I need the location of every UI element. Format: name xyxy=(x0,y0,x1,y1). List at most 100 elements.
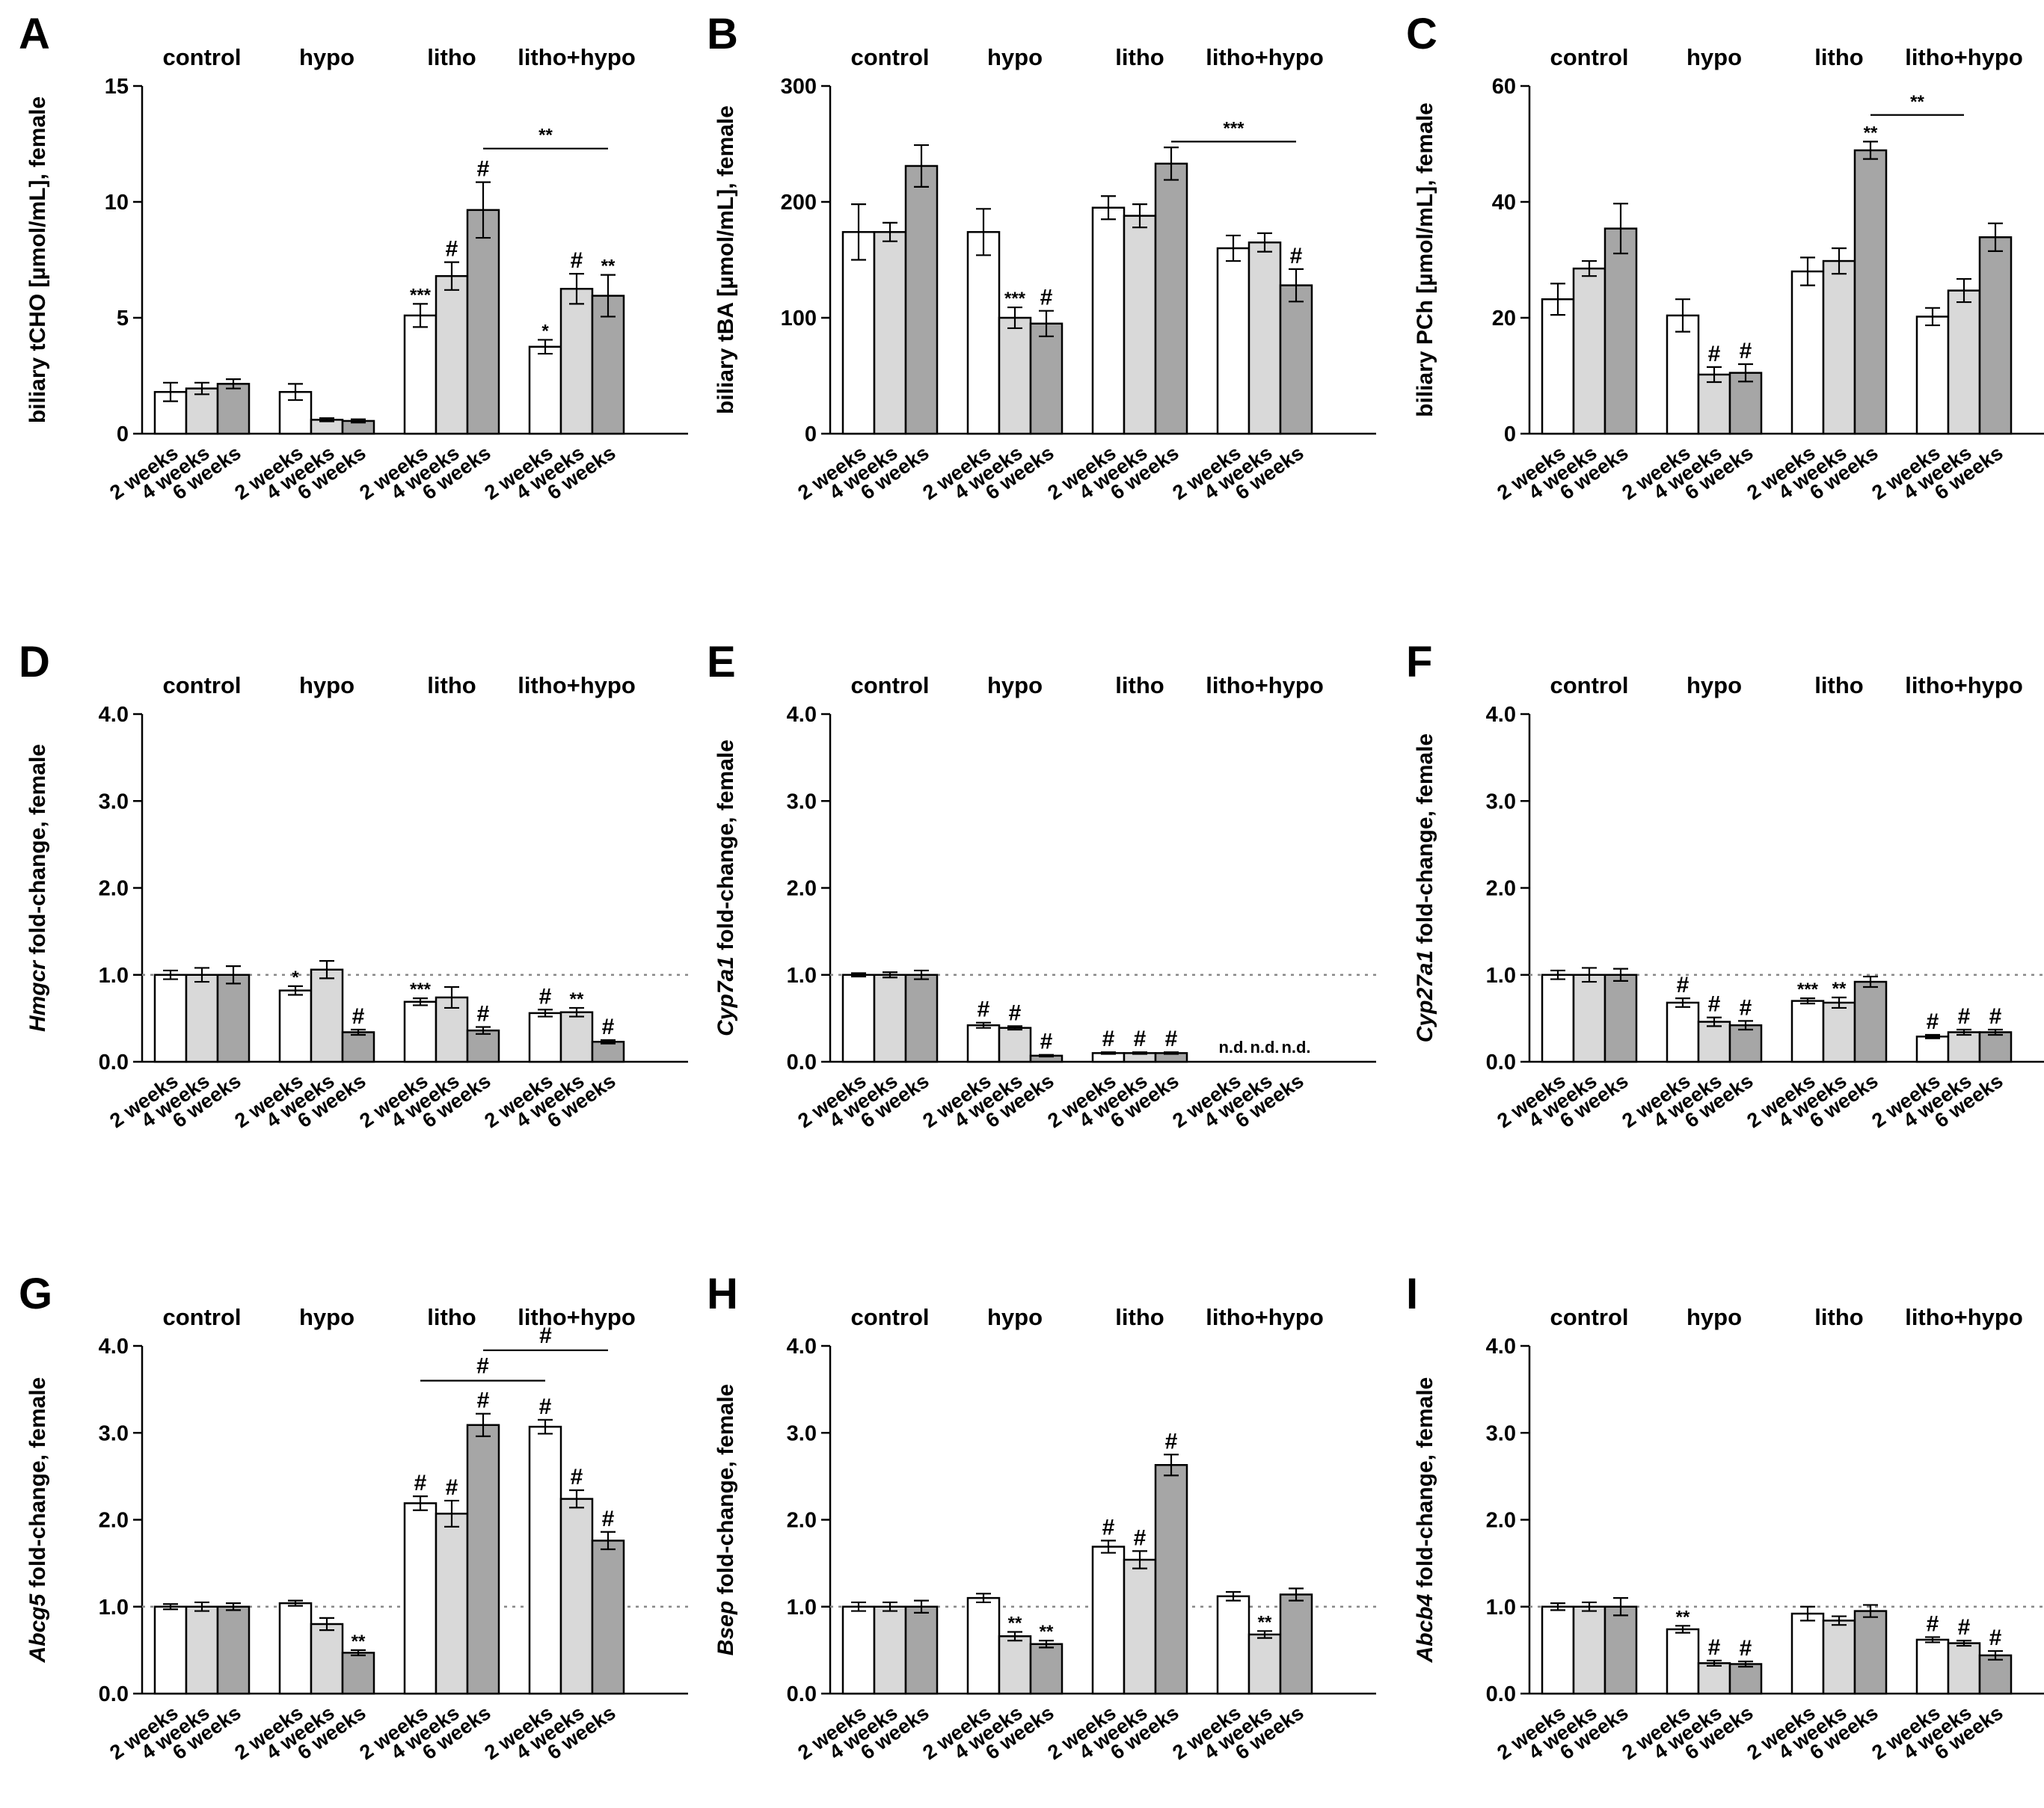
significance-label: # xyxy=(571,248,583,273)
significance-label: ** xyxy=(1864,123,1878,143)
bar xyxy=(559,1498,594,1695)
y-axis-label-text: fold-change, female xyxy=(713,1384,738,1601)
bar xyxy=(1091,1546,1126,1695)
bar xyxy=(966,1024,1001,1063)
bar xyxy=(591,1041,625,1063)
y-axis-label-text: fold-change, female xyxy=(713,740,738,956)
significance-label: # xyxy=(602,1507,615,1531)
bar xyxy=(966,231,1001,435)
bar xyxy=(403,314,438,435)
significance-label: # xyxy=(1102,1027,1115,1051)
significance-label: # xyxy=(414,1471,427,1495)
y-axis-label: Bsep fold-change, female xyxy=(713,1384,738,1655)
bar xyxy=(1603,974,1638,1063)
bar xyxy=(1279,284,1313,435)
y-tick-label: 3.0 xyxy=(99,1421,129,1445)
y-axis-label: Cyp7a1 fold-change, female xyxy=(713,740,738,1036)
bar xyxy=(1697,373,1731,435)
bar xyxy=(1091,206,1126,435)
significance-label: # xyxy=(1102,1515,1115,1540)
group-label: control xyxy=(850,1304,929,1330)
bar xyxy=(1216,1595,1250,1695)
panel-letter: E xyxy=(707,638,736,686)
bar xyxy=(1947,1031,1981,1063)
bar xyxy=(1603,1605,1638,1695)
y-tick-label: 4.0 xyxy=(787,1335,817,1359)
significance-label: ** xyxy=(1008,1613,1022,1633)
y-axis-label: Abcg5 fold-change, female xyxy=(25,1377,50,1664)
bar xyxy=(1853,980,1888,1063)
bar xyxy=(185,387,219,435)
y-axis-label-text: fold-change, female xyxy=(1413,1377,1437,1594)
significance-label: # xyxy=(1708,342,1721,366)
y-tick-label: 1.0 xyxy=(787,1596,817,1620)
bar xyxy=(1541,298,1575,435)
significance-label: # xyxy=(1165,1027,1178,1051)
bar xyxy=(435,274,469,435)
bar xyxy=(403,1502,438,1695)
y-axis-label-text: fold-change, female xyxy=(25,1377,50,1594)
significance-label: # xyxy=(1927,1611,1939,1636)
significance-label: # xyxy=(446,1475,458,1500)
significance-label: *** xyxy=(1004,289,1026,309)
bar xyxy=(278,1602,313,1695)
bracket-label: ** xyxy=(538,126,553,146)
bar xyxy=(1029,322,1064,435)
bar xyxy=(1279,1593,1313,1695)
y-axis-label-gene: Cyp7a1 xyxy=(713,956,738,1036)
y-tick-label: 3.0 xyxy=(1486,790,1516,814)
significance-label: # xyxy=(1708,992,1721,1017)
y-tick-label: 5 xyxy=(117,307,129,330)
y-tick-label: 0.0 xyxy=(787,1682,817,1706)
y-axis-label-gene: Hmgcr xyxy=(25,959,50,1032)
group-label: control xyxy=(850,44,929,70)
bar xyxy=(1666,1628,1700,1695)
y-tick-label: 20 xyxy=(1492,307,1516,330)
y-tick-label: 4.0 xyxy=(787,703,817,727)
bar xyxy=(966,1596,1001,1695)
y-axis-label-gene: Bsep xyxy=(713,1601,738,1655)
group-label: control xyxy=(1550,44,1628,70)
group-label: hypo xyxy=(1687,44,1742,70)
significance-label: ** xyxy=(601,256,616,277)
significance-label: * xyxy=(292,968,299,988)
bar xyxy=(1123,1558,1157,1695)
bar xyxy=(310,1623,344,1695)
significance-label: # xyxy=(477,1002,490,1027)
y-tick-label: 0 xyxy=(1504,422,1516,446)
group-label: litho xyxy=(1115,672,1164,698)
bar xyxy=(841,974,876,1063)
bar xyxy=(1541,974,1575,1063)
bar xyxy=(310,968,344,1063)
group-label: litho+hypo xyxy=(1905,1304,2023,1330)
significance-label: # xyxy=(1290,244,1303,268)
bar xyxy=(1853,1610,1888,1695)
bar xyxy=(559,1011,594,1063)
bar xyxy=(528,1425,562,1695)
group-label: litho+hypo xyxy=(1206,44,1324,70)
bar xyxy=(341,1031,375,1063)
bar xyxy=(1572,974,1606,1063)
significance-label: # xyxy=(1958,1004,1971,1029)
bar xyxy=(216,383,251,435)
bracket-label: ** xyxy=(1910,92,1924,112)
group-label: litho xyxy=(1814,44,1863,70)
group-label: control xyxy=(162,44,241,70)
y-axis-label: Hmgcr fold-change, female xyxy=(25,744,50,1032)
significance-label: ** xyxy=(352,1632,366,1652)
significance-label: # xyxy=(1677,973,1689,997)
y-tick-label: 2.0 xyxy=(787,877,817,901)
group-label: litho+hypo xyxy=(518,1304,636,1330)
bar xyxy=(1790,1000,1825,1063)
panel-letter: A xyxy=(19,10,50,58)
y-tick-label: 200 xyxy=(781,191,817,215)
bar xyxy=(591,1540,625,1695)
bar xyxy=(153,1605,188,1695)
group-label: litho xyxy=(427,44,476,70)
group-label: litho+hypo xyxy=(518,672,636,698)
